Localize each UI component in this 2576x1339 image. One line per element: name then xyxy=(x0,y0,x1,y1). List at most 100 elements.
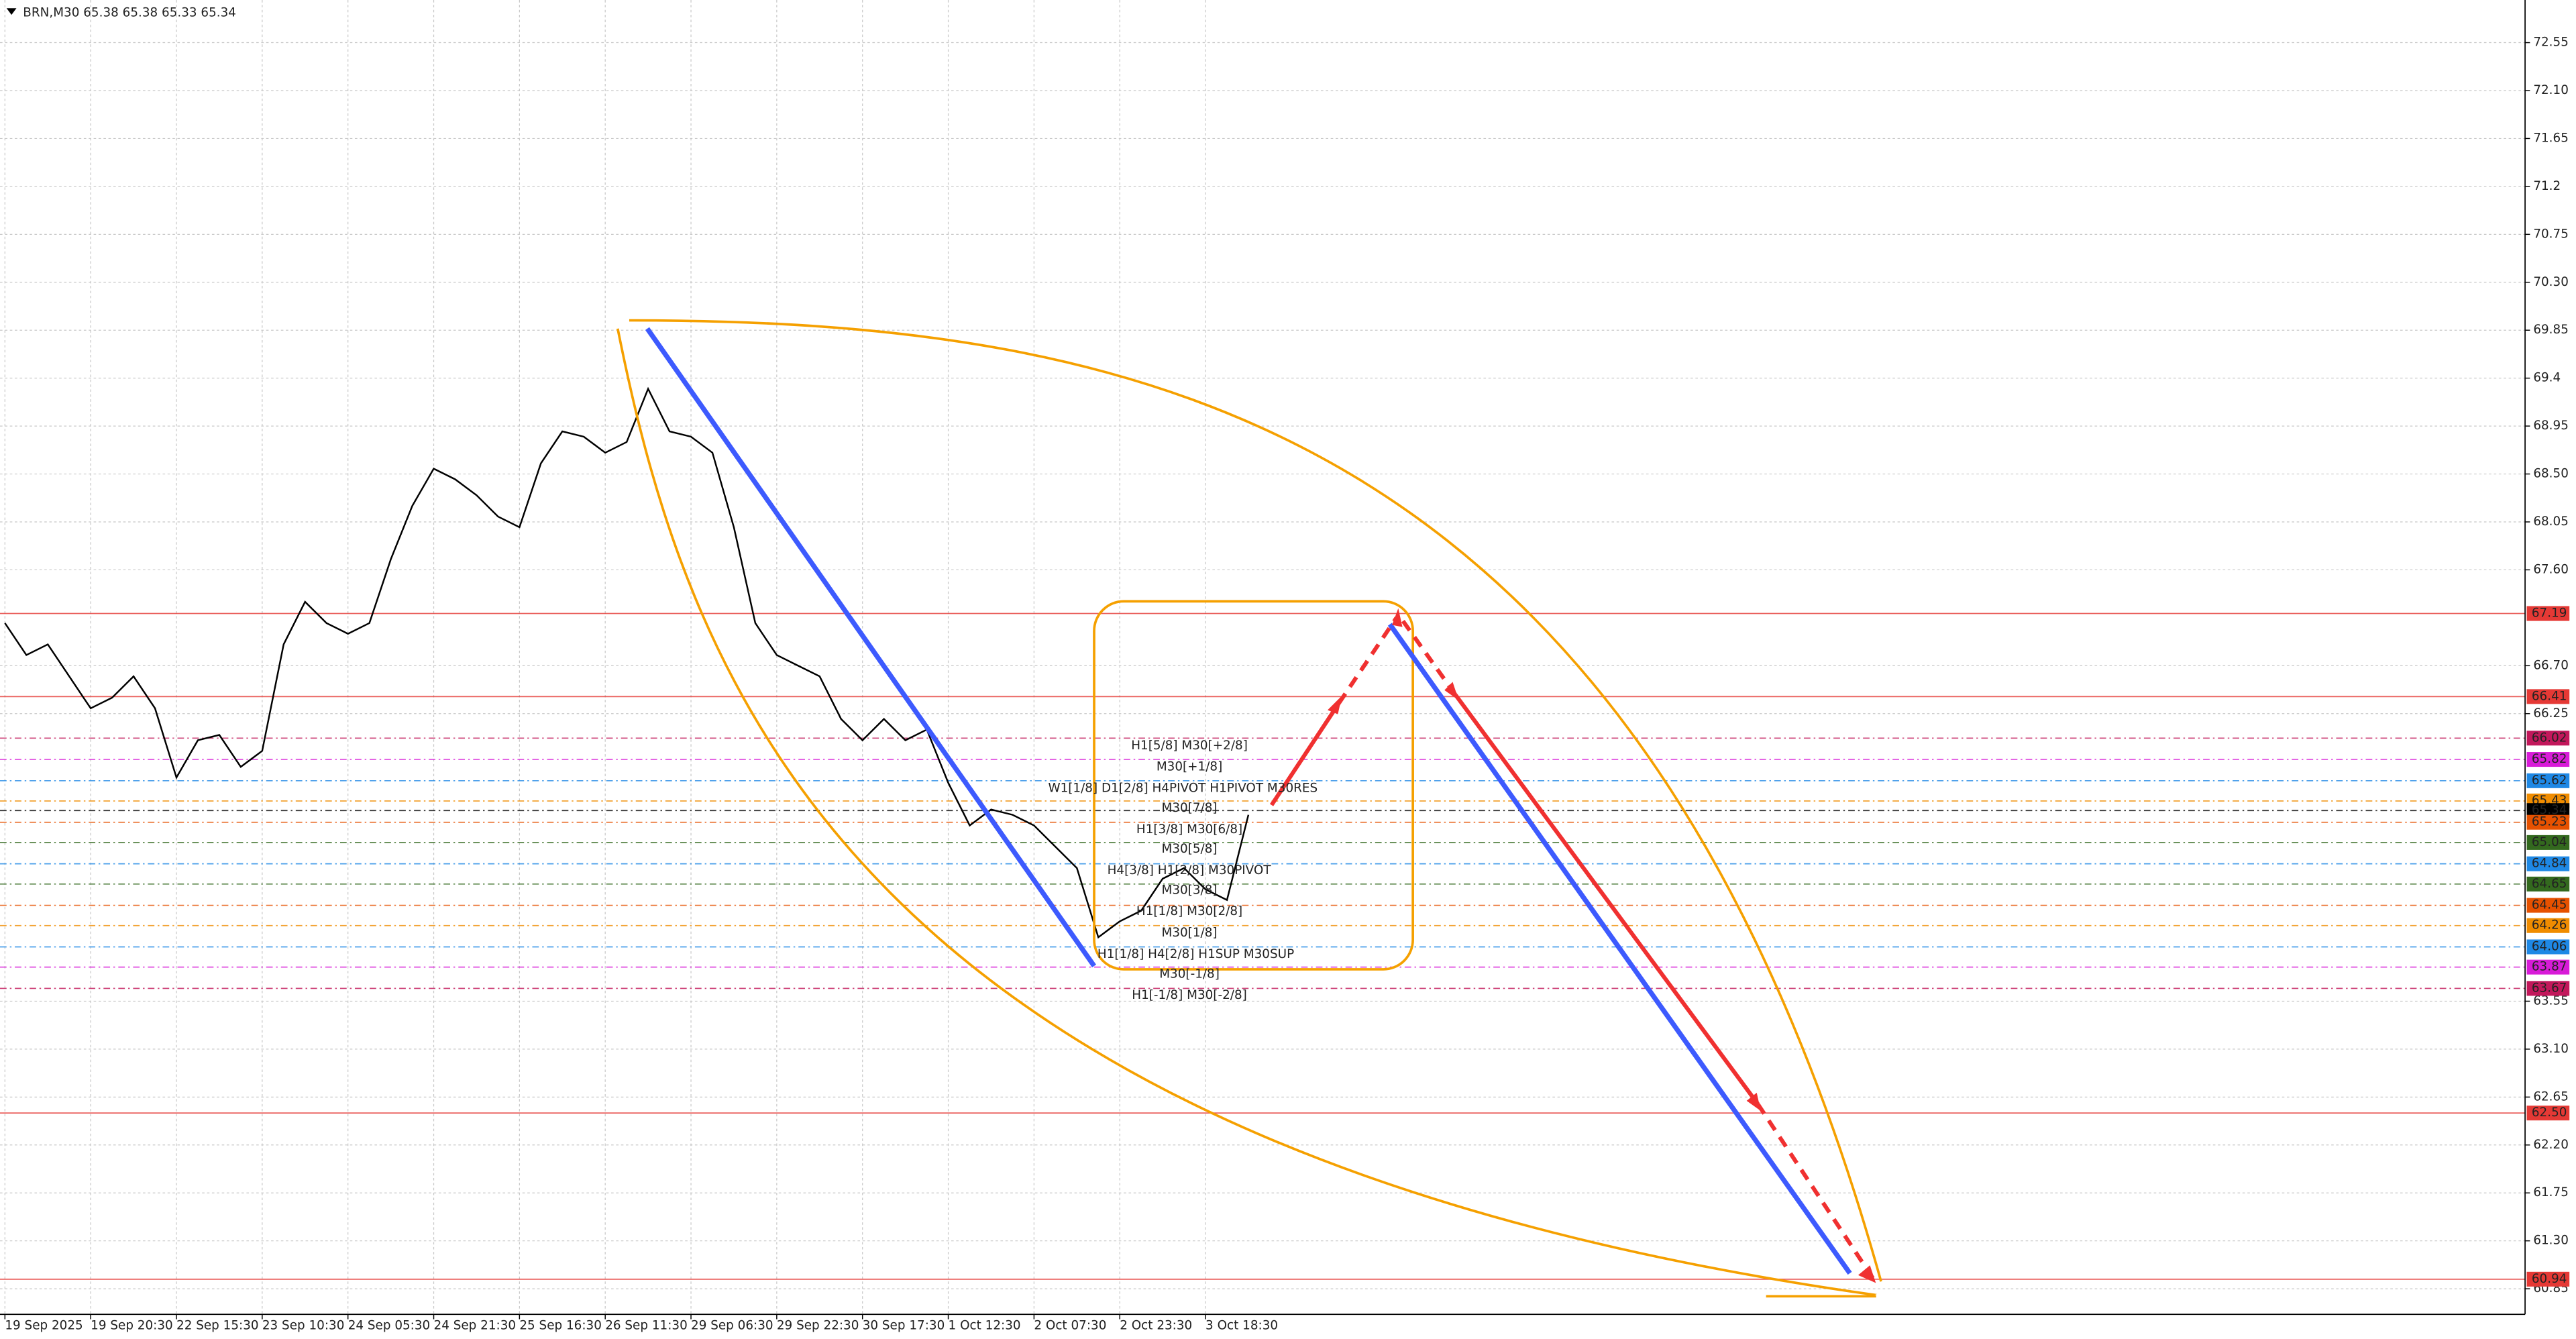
level-annotation: M30[5/8] xyxy=(1162,842,1218,856)
level-tag xyxy=(2526,606,2570,621)
y-tick-label: 71.2 xyxy=(2533,179,2561,193)
x-tick-label: 29 Sep 06:30 xyxy=(691,1318,773,1332)
y-tick-label: 61.30 xyxy=(2533,1234,2569,1248)
axis-labels: 72.55 72.10 71.65 71.2 70.75 70.30 69.85 69.4 68… xyxy=(4,36,2570,1332)
y-tick-label: 63.10 xyxy=(2533,1042,2569,1056)
trend-line xyxy=(1387,623,1852,1275)
x-tick-label: 26 Sep 11:30 xyxy=(605,1318,688,1332)
x-tick-label: 3 Oct 18:30 xyxy=(1205,1318,1278,1332)
arrow xyxy=(1337,617,1399,704)
level-tag xyxy=(2526,1106,2570,1121)
x-tick-label: 24 Sep 05:30 xyxy=(348,1318,431,1332)
level-label: 65.62 xyxy=(2532,773,2567,788)
level-label: 64.06 xyxy=(2532,939,2567,953)
y-tick-label: 71.65 xyxy=(2533,131,2569,145)
drawings xyxy=(616,319,1882,1298)
y-tick-label: 67.60 xyxy=(2533,562,2569,576)
level-annotation: W1[1/8] D1[2/8] H4PIVOT H1PIVOT M30RES xyxy=(1048,782,1318,796)
levels xyxy=(0,612,2526,1280)
level-label: 65.34 xyxy=(2532,803,2567,817)
level-label: 64.65 xyxy=(2532,877,2567,891)
x-tick-label: 19 Sep 2025 xyxy=(5,1318,83,1332)
y-tick-label: 69.4 xyxy=(2533,371,2561,385)
price xyxy=(4,386,1250,939)
level-label: 64.45 xyxy=(2532,898,2567,912)
x-tick-label: 2 Oct 07:30 xyxy=(1034,1318,1106,1332)
x-tick-label: 22 Sep 15:30 xyxy=(176,1318,259,1332)
level-annotation: M30[7/8] xyxy=(1162,801,1218,815)
y-tick-label: 68.05 xyxy=(2533,515,2569,529)
level-tag xyxy=(2526,803,2570,818)
level-annotation: M30[+1/8] xyxy=(1157,760,1222,774)
x-tick-label: 23 Sep 10:30 xyxy=(262,1318,345,1332)
level-tag xyxy=(2526,731,2570,746)
y-tick-label: 66.25 xyxy=(2533,706,2569,720)
y-tick-label: 62.65 xyxy=(2533,1089,2569,1104)
level-annotation: H1[5/8] M30[+2/8] xyxy=(1131,739,1248,753)
level-tag xyxy=(2526,918,2570,933)
level-label: 66.02 xyxy=(2532,731,2567,745)
x-tick-label: 25 Sep 16:30 xyxy=(519,1318,602,1332)
y-tick-label: 72.55 xyxy=(2533,36,2569,50)
level-label: 62.50 xyxy=(2532,1106,2567,1120)
grid xyxy=(0,0,2526,1315)
y-tick-label: 70.75 xyxy=(2533,227,2569,241)
y-tick-label: 61.75 xyxy=(2533,1185,2569,1199)
box xyxy=(1093,600,1414,971)
y-tick-label: 70.30 xyxy=(2533,275,2569,289)
y-tick-label: 72.10 xyxy=(2533,83,2569,97)
level-label: 63.87 xyxy=(2532,960,2567,974)
level-tag xyxy=(2526,835,2570,850)
level-label: 65.04 xyxy=(2532,835,2567,849)
level-label: 67.19 xyxy=(2532,606,2567,621)
y-tick-label: 68.95 xyxy=(2533,419,2569,433)
y-tick-label: 68.50 xyxy=(2533,467,2569,481)
level-annotation: M30[3/8] xyxy=(1162,883,1218,897)
level-annotation: H1[1/8] M30[2/8] xyxy=(1136,904,1242,918)
trend-line xyxy=(645,327,1097,968)
level-tag xyxy=(2526,939,2570,955)
level-label: 66.41 xyxy=(2532,689,2567,703)
x-tick-label: 2 Oct 23:30 xyxy=(1120,1318,1192,1332)
level-tag xyxy=(2526,898,2570,913)
header: BRN,M30 65.38 65.38 65.33 65.34 xyxy=(23,6,236,20)
annotations: H1[5/8] M30[+2/8] M30[+1/8] W1[1/8] D1[2/8… xyxy=(1048,739,1318,1002)
y-tick-label: 69.85 xyxy=(2533,323,2569,337)
level-tag xyxy=(2526,1271,2570,1287)
level-annotation: M30[1/8] xyxy=(1162,926,1218,940)
level-label: 65.23 xyxy=(2532,815,2567,829)
level-annotation: M30[-1/8] xyxy=(1159,967,1220,981)
x-tick-label: 24 Sep 21:30 xyxy=(434,1318,517,1332)
x-tick-label: 30 Sep 17:30 xyxy=(863,1318,945,1332)
arrow-head xyxy=(1328,608,1876,1283)
arrow xyxy=(1269,702,1341,806)
level-tag xyxy=(2526,981,2570,996)
level-annotation: H4[3/8] H1[2/8] M30PIVOT xyxy=(1108,863,1272,877)
level-annotation: H1[1/8] H4[2/8] H1SUP M30SUP xyxy=(1097,947,1294,961)
level-label: 64.84 xyxy=(2532,857,2567,871)
x-tick-label: 19 Sep 20:30 xyxy=(91,1318,173,1332)
level-tag xyxy=(2526,752,2570,767)
y-tick-label: 66.70 xyxy=(2533,658,2569,672)
level-tag xyxy=(2526,959,2570,975)
arc xyxy=(629,319,1882,1282)
level-tag xyxy=(2526,689,2570,704)
arrow xyxy=(1401,619,1458,696)
level-tag xyxy=(2526,773,2570,788)
y-tick-label: 62.20 xyxy=(2533,1138,2569,1152)
level-annotation: H1[3/8] M30[6/8] xyxy=(1136,822,1242,837)
menu-icon xyxy=(6,8,17,15)
level-tag xyxy=(2526,876,2570,892)
level-label: 65.82 xyxy=(2532,752,2567,766)
level-label: 64.26 xyxy=(2532,918,2567,932)
arc xyxy=(616,328,1877,1297)
x-tick-label: 1 Oct 12:30 xyxy=(949,1318,1021,1332)
arrow xyxy=(1756,1103,1875,1280)
y-tick-label: 63.55 xyxy=(2533,994,2569,1008)
level-tag xyxy=(2526,814,2570,830)
level-annotation: H1[-1/8] M30[-2/8] xyxy=(1132,988,1247,1002)
level-tag xyxy=(2526,856,2570,871)
x-tick-label: 29 Sep 22:30 xyxy=(777,1318,859,1332)
